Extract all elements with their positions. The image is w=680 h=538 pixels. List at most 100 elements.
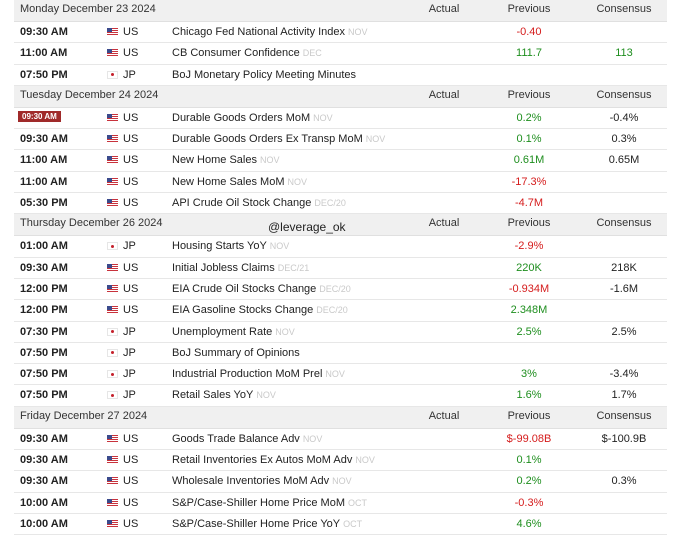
event-period: DEC/20 (316, 305, 348, 316)
event-period: NOV (275, 326, 295, 337)
event-name[interactable]: BoJ Summary of Opinions (172, 347, 300, 359)
event-consensus: -3.4% (609, 368, 639, 381)
event-name-text[interactable]: API Crude Oil Stock Change (172, 197, 312, 210)
event-row[interactable]: 07:50 PM JP BoJ Summary of Opinions (14, 343, 667, 365)
event-row[interactable]: 09:30 AM US Durable Goods Orders MoM NOV 0.2… (14, 108, 667, 130)
event-country: US (123, 197, 139, 210)
event-name[interactable]: Wholesale Inventories MoM Adv NOV (172, 475, 352, 487)
us-flag-icon (107, 135, 118, 144)
event-row[interactable]: 09:30 AM US Retail Inventories Ex Autos Mo… (14, 450, 667, 472)
event-name-text[interactable]: New Home Sales (172, 154, 257, 167)
event-name-text[interactable]: New Home Sales MoM (172, 175, 285, 188)
event-country: JP (123, 368, 136, 381)
event-row[interactable]: 09:30 AM US Chicago Fed National Activity … (14, 22, 667, 44)
event-name-text[interactable]: BoJ Monetary Policy Meeting Minutes (172, 68, 357, 81)
event-name[interactable]: CB Consumer Confidence DEC (172, 47, 322, 59)
event-country: JP (123, 346, 136, 359)
event-name-text[interactable]: Industrial Production MoM Prel (172, 368, 323, 381)
event-name-text[interactable]: BoJ Summary of Opinions (172, 346, 300, 359)
event-country: JP (123, 240, 136, 253)
event-name-text[interactable]: Retail Inventories Ex Autos MoM Adv (172, 454, 353, 467)
event-name[interactable]: Durable Goods Orders Ex Transp MoM NOV (172, 133, 385, 145)
event-row[interactable]: 07:50 PM JP Industrial Production MoM Prel… (14, 364, 667, 386)
event-row[interactable]: 01:00 AM JP Housing Starts YoY NOV -2.9% (14, 236, 667, 258)
event-row[interactable]: 07:30 PM JP Unemployment Rate NOV 2.5% 2.5% (14, 322, 667, 343)
event-name[interactable]: New Home Sales NOV (172, 154, 280, 166)
event-name-text[interactable]: Wholesale Inventories MoM Adv (172, 475, 330, 488)
event-name-text[interactable]: S&P/Case-Shiller Home Price YoY (172, 517, 341, 530)
jp-flag-icon (107, 370, 118, 379)
event-time: 09:30 AM (20, 432, 68, 445)
event-period: DEC/20 (314, 198, 346, 209)
event-row[interactable]: 10:00 AM US S&P/Case-Shiller Home Price Mo… (14, 493, 667, 514)
event-name[interactable]: EIA Crude Oil Stocks Change DEC/20 (172, 283, 351, 295)
event-time: 05:30 PM (20, 197, 68, 210)
event-name[interactable]: Housing Starts YoY NOV (172, 240, 289, 252)
event-name[interactable]: New Home Sales MoM NOV (172, 176, 307, 188)
event-row[interactable]: 11:00 AM US CB Consumer Confidence DEC 111.7… (14, 43, 667, 65)
event-row[interactable]: 11:00 AM US New Home Sales MoM NOV -17.3% (14, 172, 667, 194)
event-name-text[interactable]: EIA Gasoline Stocks Change (172, 304, 314, 317)
event-period: NOV (269, 241, 290, 252)
event-name[interactable]: Initial Jobless Claims DEC/21 (172, 262, 309, 274)
event-name-text[interactable]: Chicago Fed National Activity Index (172, 26, 346, 38)
event-name[interactable]: Industrial Production MoM Prel NOV (172, 368, 345, 380)
event-name-text[interactable]: Goods Trade Balance Adv (172, 432, 300, 445)
event-name-text[interactable]: Durable Goods Orders Ex Transp MoM (172, 133, 363, 146)
column-header-actual: Actual (428, 217, 460, 230)
event-row[interactable]: 10:00 AM US S&P/Case-Shiller Home Price Yo… (14, 514, 667, 536)
event-row[interactable]: 07:50 PM JP Retail Sales YoY NOV 1.6% 1.7% (14, 385, 667, 407)
event-name-text[interactable]: Retail Sales YoY (172, 389, 254, 402)
event-row[interactable]: 12:00 PM US EIA Crude Oil Stocks Change DEC… (14, 279, 667, 301)
event-name-text[interactable]: Housing Starts YoY (172, 240, 267, 253)
event-country: US (123, 432, 139, 445)
event-time: 09:30 AM (20, 26, 68, 38)
event-previous: 111.7 (516, 47, 542, 60)
event-name[interactable]: EIA Gasoline Stocks Change DEC/20 (172, 304, 348, 316)
event-period: NOV (302, 433, 323, 444)
event-time: 07:50 PM (20, 68, 68, 81)
event-time: 09:30 AM (20, 475, 68, 488)
event-consensus: -1.6M (609, 282, 639, 295)
event-name[interactable]: Durable Goods Orders MoM NOV (172, 112, 333, 124)
event-name[interactable]: API Crude Oil Stock Change DEC/20 (172, 197, 346, 209)
jp-flag-icon (107, 242, 118, 251)
event-time: 11:00 AM (20, 47, 68, 60)
event-time: 10:00 AM (20, 517, 68, 530)
event-row[interactable]: 11:00 AM US New Home Sales NOV 0.61M 0.65M (14, 150, 667, 172)
event-time: 10:00 AM (20, 496, 68, 509)
event-name-text[interactable]: Unemployment Rate (172, 325, 273, 338)
event-name[interactable]: S&P/Case-Shiller Home Price MoM OCT (172, 497, 367, 509)
event-row[interactable]: 09:30 AM US Durable Goods Orders Ex Transp… (14, 129, 667, 151)
us-flag-icon (107, 306, 118, 315)
event-period: DEC/20 (319, 283, 351, 294)
event-name-text[interactable]: Initial Jobless Claims (172, 261, 275, 274)
event-name[interactable]: Chicago Fed National Activity Index NOV (172, 26, 368, 38)
event-country: JP (123, 68, 136, 81)
day-header: Monday December 23 2024 Actual Previous Con… (14, 0, 667, 22)
event-name-text[interactable]: S&P/Case-Shiller Home Price MoM (172, 496, 345, 509)
us-flag-icon (107, 156, 118, 165)
event-row[interactable]: 09:30 AM US Wholesale Inventories MoM Adv N… (14, 471, 667, 493)
event-name[interactable]: Retail Sales YoY NOV (172, 389, 276, 401)
event-name[interactable]: Retail Inventories Ex Autos MoM Adv NOV (172, 454, 375, 466)
event-name-text[interactable]: Durable Goods Orders MoM (172, 111, 311, 124)
event-name-text[interactable]: EIA Crude Oil Stocks Change (172, 282, 317, 295)
event-name[interactable]: Unemployment Rate NOV (172, 326, 295, 338)
event-row[interactable]: 05:30 PM US API Crude Oil Stock Change DEC/… (14, 193, 667, 215)
event-row[interactable]: 09:30 AM US Goods Trade Balance Adv NOV $-99… (14, 429, 667, 451)
column-header-consensus: Consensus (596, 217, 652, 230)
event-name-text[interactable]: CB Consumer Confidence (172, 47, 300, 60)
event-name[interactable]: S&P/Case-Shiller Home Price YoY OCT (172, 518, 362, 530)
event-time: 11:00 AM (20, 175, 68, 188)
event-consensus: $-100.9B (601, 432, 647, 445)
event-row[interactable]: 07:50 PM JP BoJ Monetary Policy Meeting Mi… (14, 65, 667, 86)
column-header-consensus: Consensus (596, 3, 652, 15)
event-country: JP (123, 389, 136, 402)
event-name[interactable]: Goods Trade Balance Adv NOV (172, 433, 322, 445)
event-row[interactable]: 09:30 AM US Initial Jobless Claims DEC/21 22… (14, 258, 667, 279)
event-row[interactable]: 12:00 PM US EIA Gasoline Stocks Change DEC/… (14, 300, 667, 322)
event-previous: 3% (521, 368, 537, 381)
event-previous: 0.1% (516, 133, 542, 146)
event-name[interactable]: BoJ Monetary Policy Meeting Minutes (172, 69, 356, 81)
